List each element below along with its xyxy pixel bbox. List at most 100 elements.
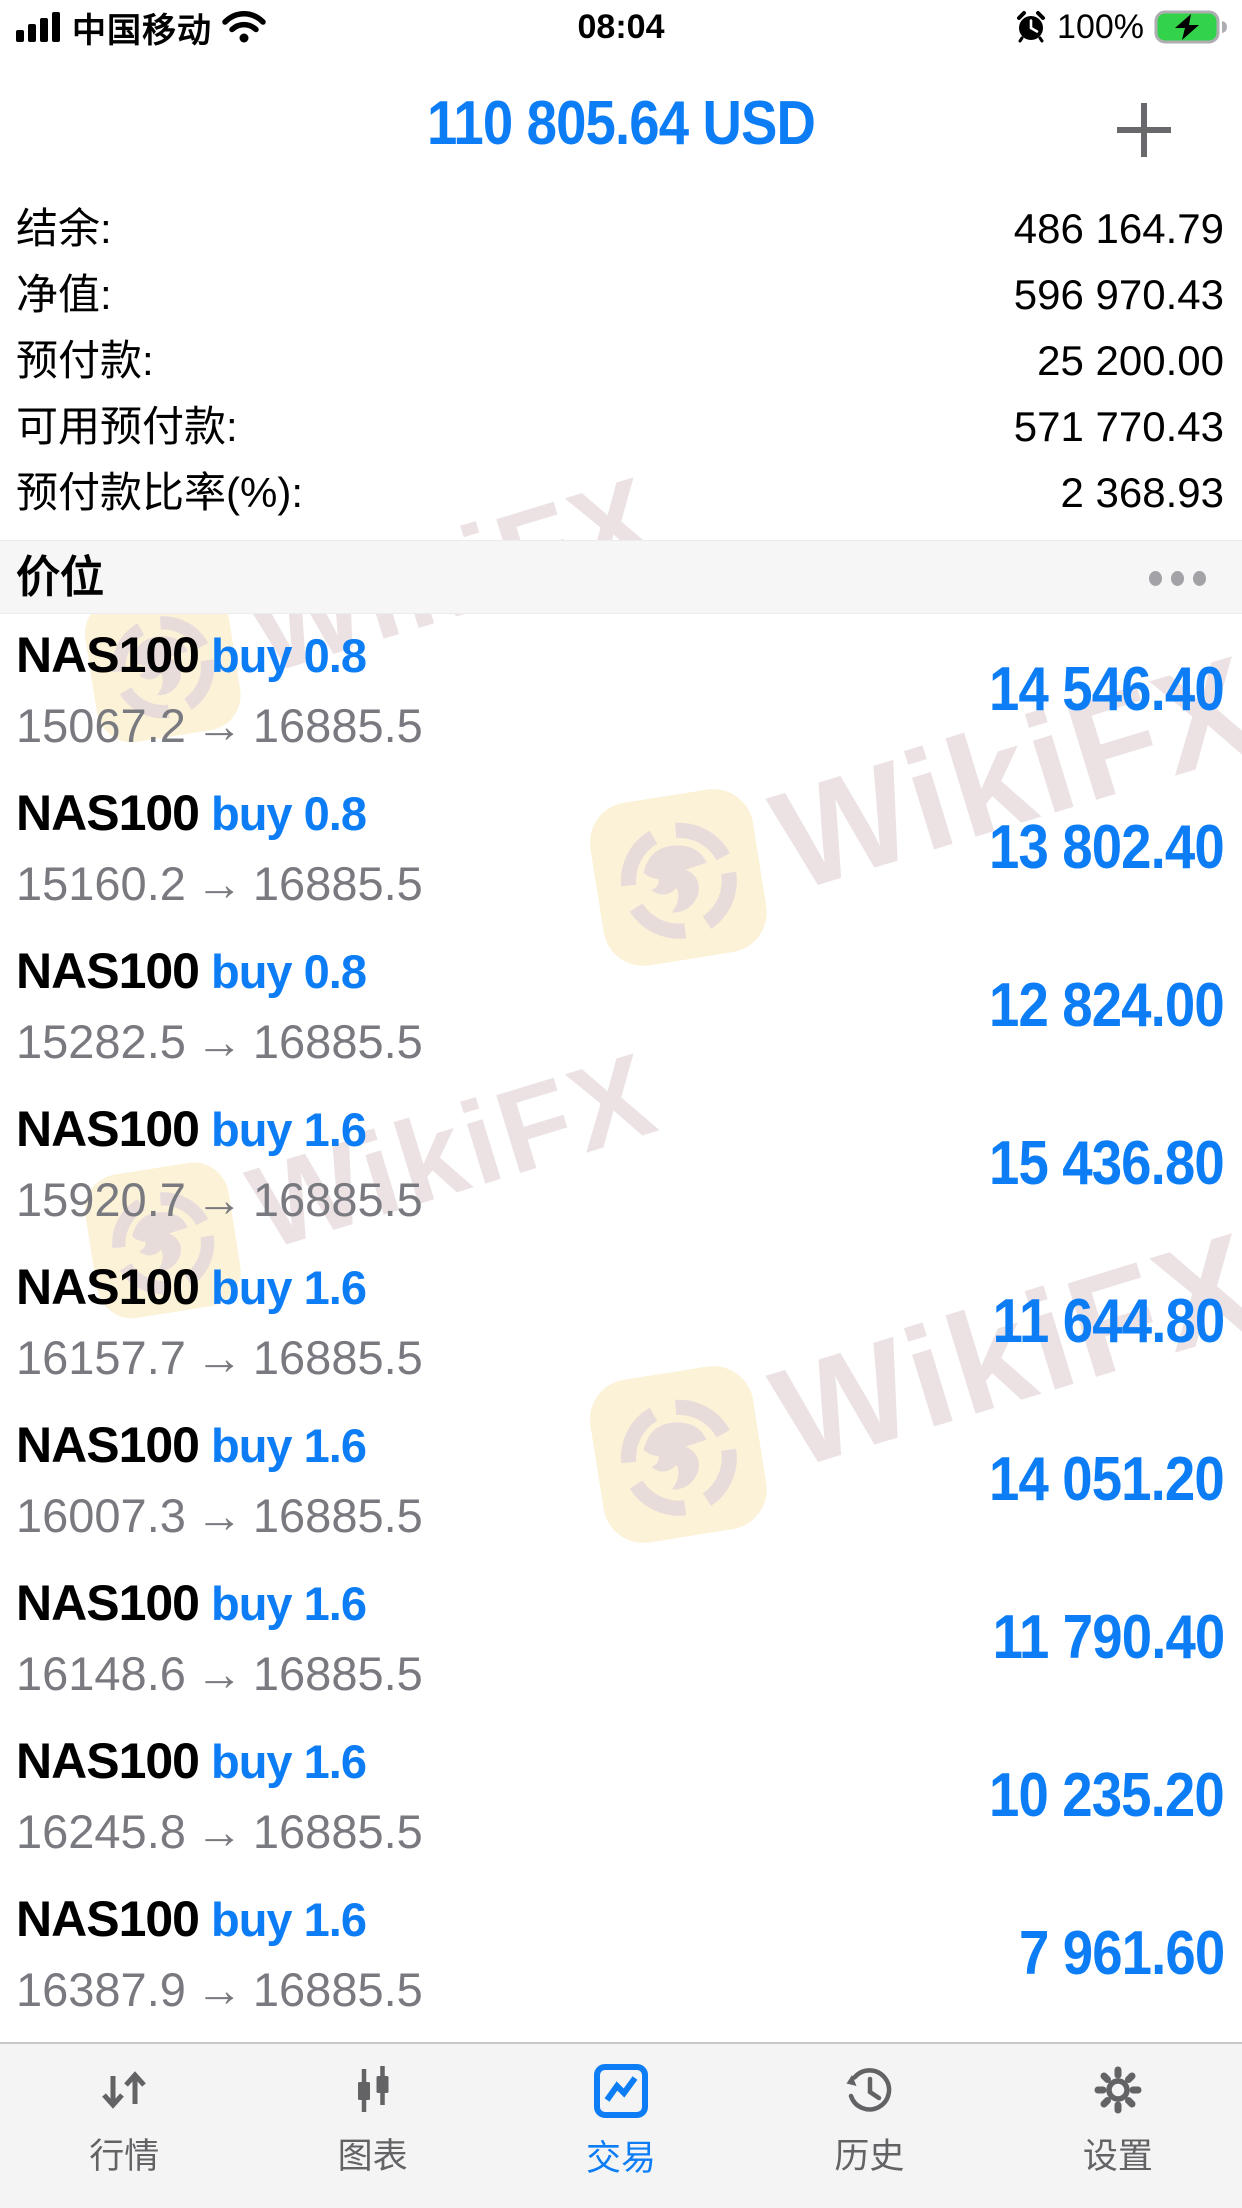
arrow-right-icon: → — [195, 699, 243, 752]
open-price: 16157.7 — [16, 1331, 186, 1384]
battery-percent-label: 100% — [1057, 7, 1144, 46]
arrow-right-icon: → — [195, 1173, 243, 1226]
position-profit: 10 235.20 — [989, 1761, 1225, 1830]
position-profit: 7 961.60 — [1018, 1919, 1225, 1988]
position-profit: 13 802.40 — [989, 813, 1225, 882]
position-side-volume: buy 1.6 — [211, 1735, 367, 1788]
position-row[interactable]: NAS100 buy 1.6 16148.6 → 16885.5 11 790.40 — [0, 1562, 1242, 1720]
tab-settings[interactable]: 设置 — [994, 2044, 1242, 2208]
tab-history[interactable]: 历史 — [745, 2044, 993, 2208]
account-row-value: 2 368.93 — [1060, 469, 1225, 516]
signal-strength-icon — [16, 12, 60, 42]
current-price: 16885.5 — [252, 1331, 423, 1384]
position-row[interactable]: NAS100 buy 0.8 15282.5 → 16885.5 12 824.00 — [0, 930, 1242, 1088]
charts-candlestick-icon — [357, 2066, 389, 2112]
account-row-equity: 净值: 596 970.43 — [0, 262, 1242, 328]
tab-quotes[interactable]: 行情 — [0, 2044, 248, 2208]
account-row-free-margin: 可用预付款: 571 770.43 — [0, 394, 1242, 460]
carrier-label: 中国移动 — [72, 11, 212, 50]
position-profit: 11 644.80 — [992, 1287, 1225, 1356]
positions-section-bar: 价位 — [0, 540, 1242, 614]
current-price: 16885.5 — [252, 1647, 423, 1700]
position-row[interactable]: NAS100 buy 0.8 15160.2 → 16885.5 13 802.40 — [0, 772, 1242, 930]
current-price: 16885.5 — [252, 1173, 423, 1226]
position-side-volume: buy 1.6 — [211, 1893, 367, 1946]
arrow-right-icon: → — [195, 1489, 243, 1542]
position-side-volume: buy 1.6 — [211, 1261, 367, 1314]
arrow-right-icon: → — [195, 1963, 243, 2016]
position-symbol: NAS100 — [16, 785, 200, 841]
position-symbol: NAS100 — [16, 1733, 200, 1789]
account-row-value: 486 164.79 — [1013, 205, 1224, 252]
account-row-label: 净值: — [16, 271, 112, 318]
account-row-value: 571 770.43 — [1013, 403, 1224, 450]
open-price: 16007.3 — [16, 1489, 186, 1542]
position-side-volume: buy 1.6 — [211, 1577, 367, 1630]
current-price: 16885.5 — [252, 699, 423, 752]
position-row[interactable]: NAS100 buy 0.8 15067.2 → 16885.5 14 546.40 — [0, 614, 1242, 772]
position-symbol: NAS100 — [16, 1101, 200, 1157]
position-symbol: NAS100 — [16, 1575, 200, 1631]
open-price: 16387.9 — [16, 1963, 186, 2016]
position-symbol: NAS100 — [16, 627, 200, 683]
open-price: 16148.6 — [16, 1647, 186, 1700]
tab-label: 交易 — [586, 2139, 657, 2178]
arrow-right-icon: → — [195, 857, 243, 910]
position-profit: 15 436.80 — [989, 1129, 1225, 1198]
account-summary: 结余: 486 164.79 净值: 596 970.43 预付款: 25 20… — [0, 196, 1242, 526]
position-profit: 14 546.40 — [989, 655, 1225, 724]
account-row-balance: 结余: 486 164.79 — [0, 196, 1242, 262]
current-price: 16885.5 — [252, 1805, 423, 1858]
position-row[interactable]: NAS100 buy 1.6 16157.7 → 16885.5 11 644.80 — [0, 1246, 1242, 1404]
position-side-volume: buy 1.6 — [211, 1419, 367, 1472]
current-price: 16885.5 — [252, 1015, 423, 1068]
position-side-volume: buy 0.8 — [211, 629, 367, 682]
positions-list: NAS100 buy 0.8 15067.2 → 16885.5 14 546.40 … — [0, 614, 1242, 2036]
position-profit: 12 824.00 — [989, 971, 1225, 1040]
arrow-right-icon: → — [195, 1331, 243, 1384]
arrow-right-icon: → — [195, 1015, 243, 1068]
account-balance-title: 110 805.64 USD — [426, 89, 816, 158]
more-options-icon[interactable] — [1149, 541, 1206, 615]
plus-icon — [1117, 103, 1171, 157]
tab-label: 设置 — [1082, 2137, 1153, 2176]
wifi-icon — [222, 11, 266, 43]
trade-chart-icon — [594, 2064, 649, 2118]
position-row[interactable]: NAS100 buy 1.6 16007.3 → 16885.5 14 051.20 — [0, 1404, 1242, 1562]
section-title: 价位 — [16, 553, 104, 602]
history-clock-icon — [846, 2068, 892, 2112]
settings-gear-icon — [1094, 2066, 1142, 2114]
account-row-label: 预付款: — [16, 337, 154, 384]
position-side-volume: buy 0.8 — [211, 787, 367, 840]
open-price: 15282.5 — [16, 1015, 186, 1068]
arrow-right-icon: → — [195, 1805, 243, 1858]
status-left: 中国移动 — [16, 0, 266, 54]
position-symbol: NAS100 — [16, 943, 200, 999]
clock-time: 08:04 — [577, 7, 665, 46]
position-row[interactable]: NAS100 buy 1.6 15920.7 → 16885.5 15 436.80 — [0, 1088, 1242, 1246]
current-price: 16885.5 — [252, 1489, 423, 1542]
account-row-margin: 预付款: 25 200.00 — [0, 328, 1242, 394]
arrow-right-icon: → — [195, 1647, 243, 1700]
position-profit: 14 051.20 — [989, 1445, 1225, 1514]
account-row-label: 预付款比率(%): — [16, 469, 303, 516]
tab-label: 历史 — [834, 2137, 905, 2176]
add-order-button[interactable] — [1108, 94, 1180, 166]
tab-charts[interactable]: 图表 — [248, 2044, 496, 2208]
position-row[interactable]: NAS100 buy 1.6 16245.8 → 16885.5 10 235.20 — [0, 1720, 1242, 1878]
open-price: 15920.7 — [16, 1173, 186, 1226]
position-symbol: NAS100 — [16, 1891, 200, 1947]
alarm-icon — [1017, 11, 1046, 43]
position-profit: 11 790.40 — [992, 1603, 1225, 1672]
status-right: 100% — [1015, 0, 1228, 54]
position-row[interactable]: NAS100 buy 1.6 16387.9 → 16885.5 7 961.60 — [0, 1878, 1242, 2036]
account-row-value: 25 200.00 — [1037, 337, 1224, 384]
open-price: 15067.2 — [16, 699, 186, 752]
tab-trade[interactable]: 交易 — [497, 2044, 745, 2208]
account-row-value: 596 970.43 — [1013, 271, 1224, 318]
quotes-arrows-icon — [102, 2071, 147, 2109]
bottom-tab-bar: 行情 图表 交易 历史 — [0, 2042, 1242, 2208]
account-row-label: 结余: — [16, 205, 112, 252]
open-price: 15160.2 — [16, 857, 186, 910]
position-symbol: NAS100 — [16, 1259, 200, 1315]
